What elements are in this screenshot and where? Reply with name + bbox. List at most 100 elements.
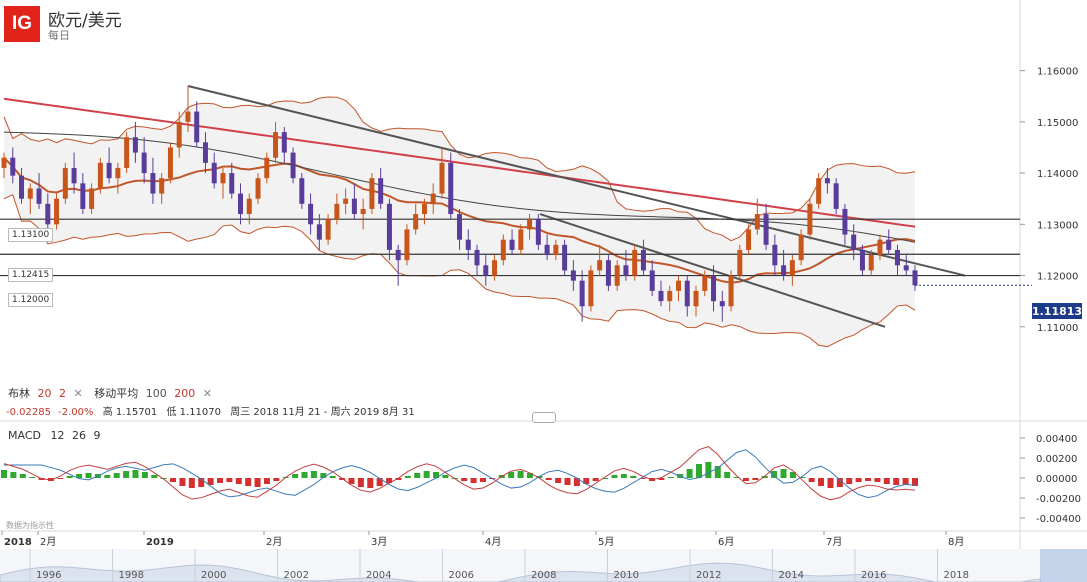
candle-body (483, 265, 489, 276)
navigator-series-area (0, 562, 1041, 582)
high-value: 1.15701 (115, 407, 158, 418)
candle-body (640, 249, 646, 271)
candle-body (877, 239, 883, 256)
candle-body (457, 214, 462, 240)
candle-body (562, 244, 568, 271)
bollinger-period: 20 (37, 387, 52, 400)
last-price-tag: 1.11813 (1031, 303, 1083, 319)
ig-logo: IG (4, 6, 40, 42)
navigator-year-label: 2008 (531, 570, 556, 581)
candle-body (649, 270, 655, 291)
candle-body (798, 234, 804, 261)
candle-body (789, 260, 795, 276)
macd-histogram-bar (789, 472, 796, 478)
macd-histogram-bar (564, 478, 571, 485)
macd-histogram-bar (329, 476, 336, 478)
macd-histogram-bar (170, 478, 177, 482)
hline-label-2[interactable]: 1.12415 (8, 268, 54, 282)
instrument-title: 欧元/美元 (48, 11, 122, 31)
macd-histogram-bar (865, 478, 872, 481)
candle-body (80, 183, 86, 209)
macd-histogram-bar (348, 478, 355, 484)
candle-body (106, 162, 112, 179)
candle-body (71, 167, 77, 184)
candle-body (684, 280, 690, 307)
date-range: 周三 2018 11月 21 - 周六 2019 8月 31 (230, 407, 415, 418)
low-label: 低 (166, 407, 177, 418)
candle-body (290, 152, 296, 179)
macd-histogram-bar (592, 478, 599, 481)
macd-name[interactable]: MACD (8, 429, 41, 442)
hline-label-3[interactable]: 1.12000 (8, 293, 54, 307)
candle-body (255, 178, 261, 199)
macd-signal-line (4, 449, 916, 499)
candle-body (492, 260, 498, 276)
time-navigator[interactable]: 1996 1998 2000 2002 2004 2006 2008 2010 2012 2014… (0, 549, 1087, 582)
close-icon[interactable]: ✕ (73, 387, 83, 400)
macd-histogram-bar (508, 472, 515, 478)
macd-histogram-bar (292, 474, 299, 478)
candle-body (746, 229, 752, 250)
candle-body (45, 203, 51, 225)
navigator-year-label: 2004 (366, 570, 391, 581)
price-chart[interactable]: 1.16000 1.15000 1.14000 1.13000 1.12000 1.110… (0, 0, 1087, 549)
macd-histogram-bar (113, 473, 120, 478)
macd-histogram-bar (761, 476, 768, 478)
price-tick-label: 1.15000 (1037, 118, 1078, 129)
candle-body (509, 239, 515, 250)
macd-histogram-bar (555, 478, 562, 483)
candle-body (325, 219, 331, 240)
candle-body (308, 203, 314, 225)
macd-histogram-bar (771, 471, 778, 478)
candle-body (605, 260, 611, 286)
candle-body (150, 173, 156, 194)
macd-histogram-bar (207, 478, 214, 485)
macd-histogram-bar (705, 462, 712, 478)
candle-body (202, 142, 208, 163)
candle-body (570, 270, 576, 281)
macd-histogram-bar (912, 478, 918, 486)
macd-histogram-bar (479, 478, 486, 482)
macd-histogram-bar (376, 478, 383, 486)
price-tick-label: 1.12000 (1037, 272, 1078, 283)
macd-histogram-bar (179, 478, 186, 486)
navigator-year-label: 2006 (449, 570, 474, 581)
navigator-year-label: 2014 (779, 570, 804, 581)
macd-legend: MACD 12 26 9 (8, 429, 100, 442)
data-disclaimer: 数据为指示性 (6, 521, 54, 530)
macd-histogram-bar (386, 478, 393, 483)
macd-histogram-bar (198, 478, 205, 487)
candle-body (141, 152, 147, 174)
candle-body (167, 147, 173, 179)
candle-body (36, 188, 42, 204)
candle-body (675, 280, 681, 291)
macd-histogram-bar (254, 478, 261, 487)
close-icon[interactable]: ✕ (202, 387, 212, 400)
bollinger-label[interactable]: 布林 (8, 387, 30, 400)
macd-histogram-bar (799, 477, 806, 478)
candle-body (89, 188, 95, 209)
time-axis-label: 2019 (146, 537, 174, 548)
macd-signal: 9 (93, 429, 101, 442)
candle-body (824, 178, 830, 184)
candle-body (772, 244, 778, 266)
candle-body (518, 229, 524, 250)
macd-histogram-bar (846, 478, 853, 484)
candle-body (903, 265, 909, 271)
hline-label-1[interactable]: 1.13100 (8, 228, 54, 242)
moving-average-label[interactable]: 移动平均 (94, 387, 139, 400)
price-tick-label: 1.11000 (1037, 323, 1078, 334)
candle-body (868, 255, 874, 271)
candle-body (299, 178, 305, 204)
candle-body (159, 178, 165, 194)
candle-body (430, 193, 436, 204)
macd-histogram-bar (742, 478, 749, 481)
macd-histogram-bar (470, 478, 477, 483)
ma-200-period: 200 (174, 387, 196, 400)
candle-body (754, 214, 760, 230)
navigator-year-label: 2012 (696, 570, 721, 581)
pane-splitter-handle[interactable] (532, 412, 556, 423)
candle-body (316, 224, 322, 240)
macd-histogram-bar (141, 472, 148, 478)
change-percent: -2.00% (58, 407, 94, 418)
